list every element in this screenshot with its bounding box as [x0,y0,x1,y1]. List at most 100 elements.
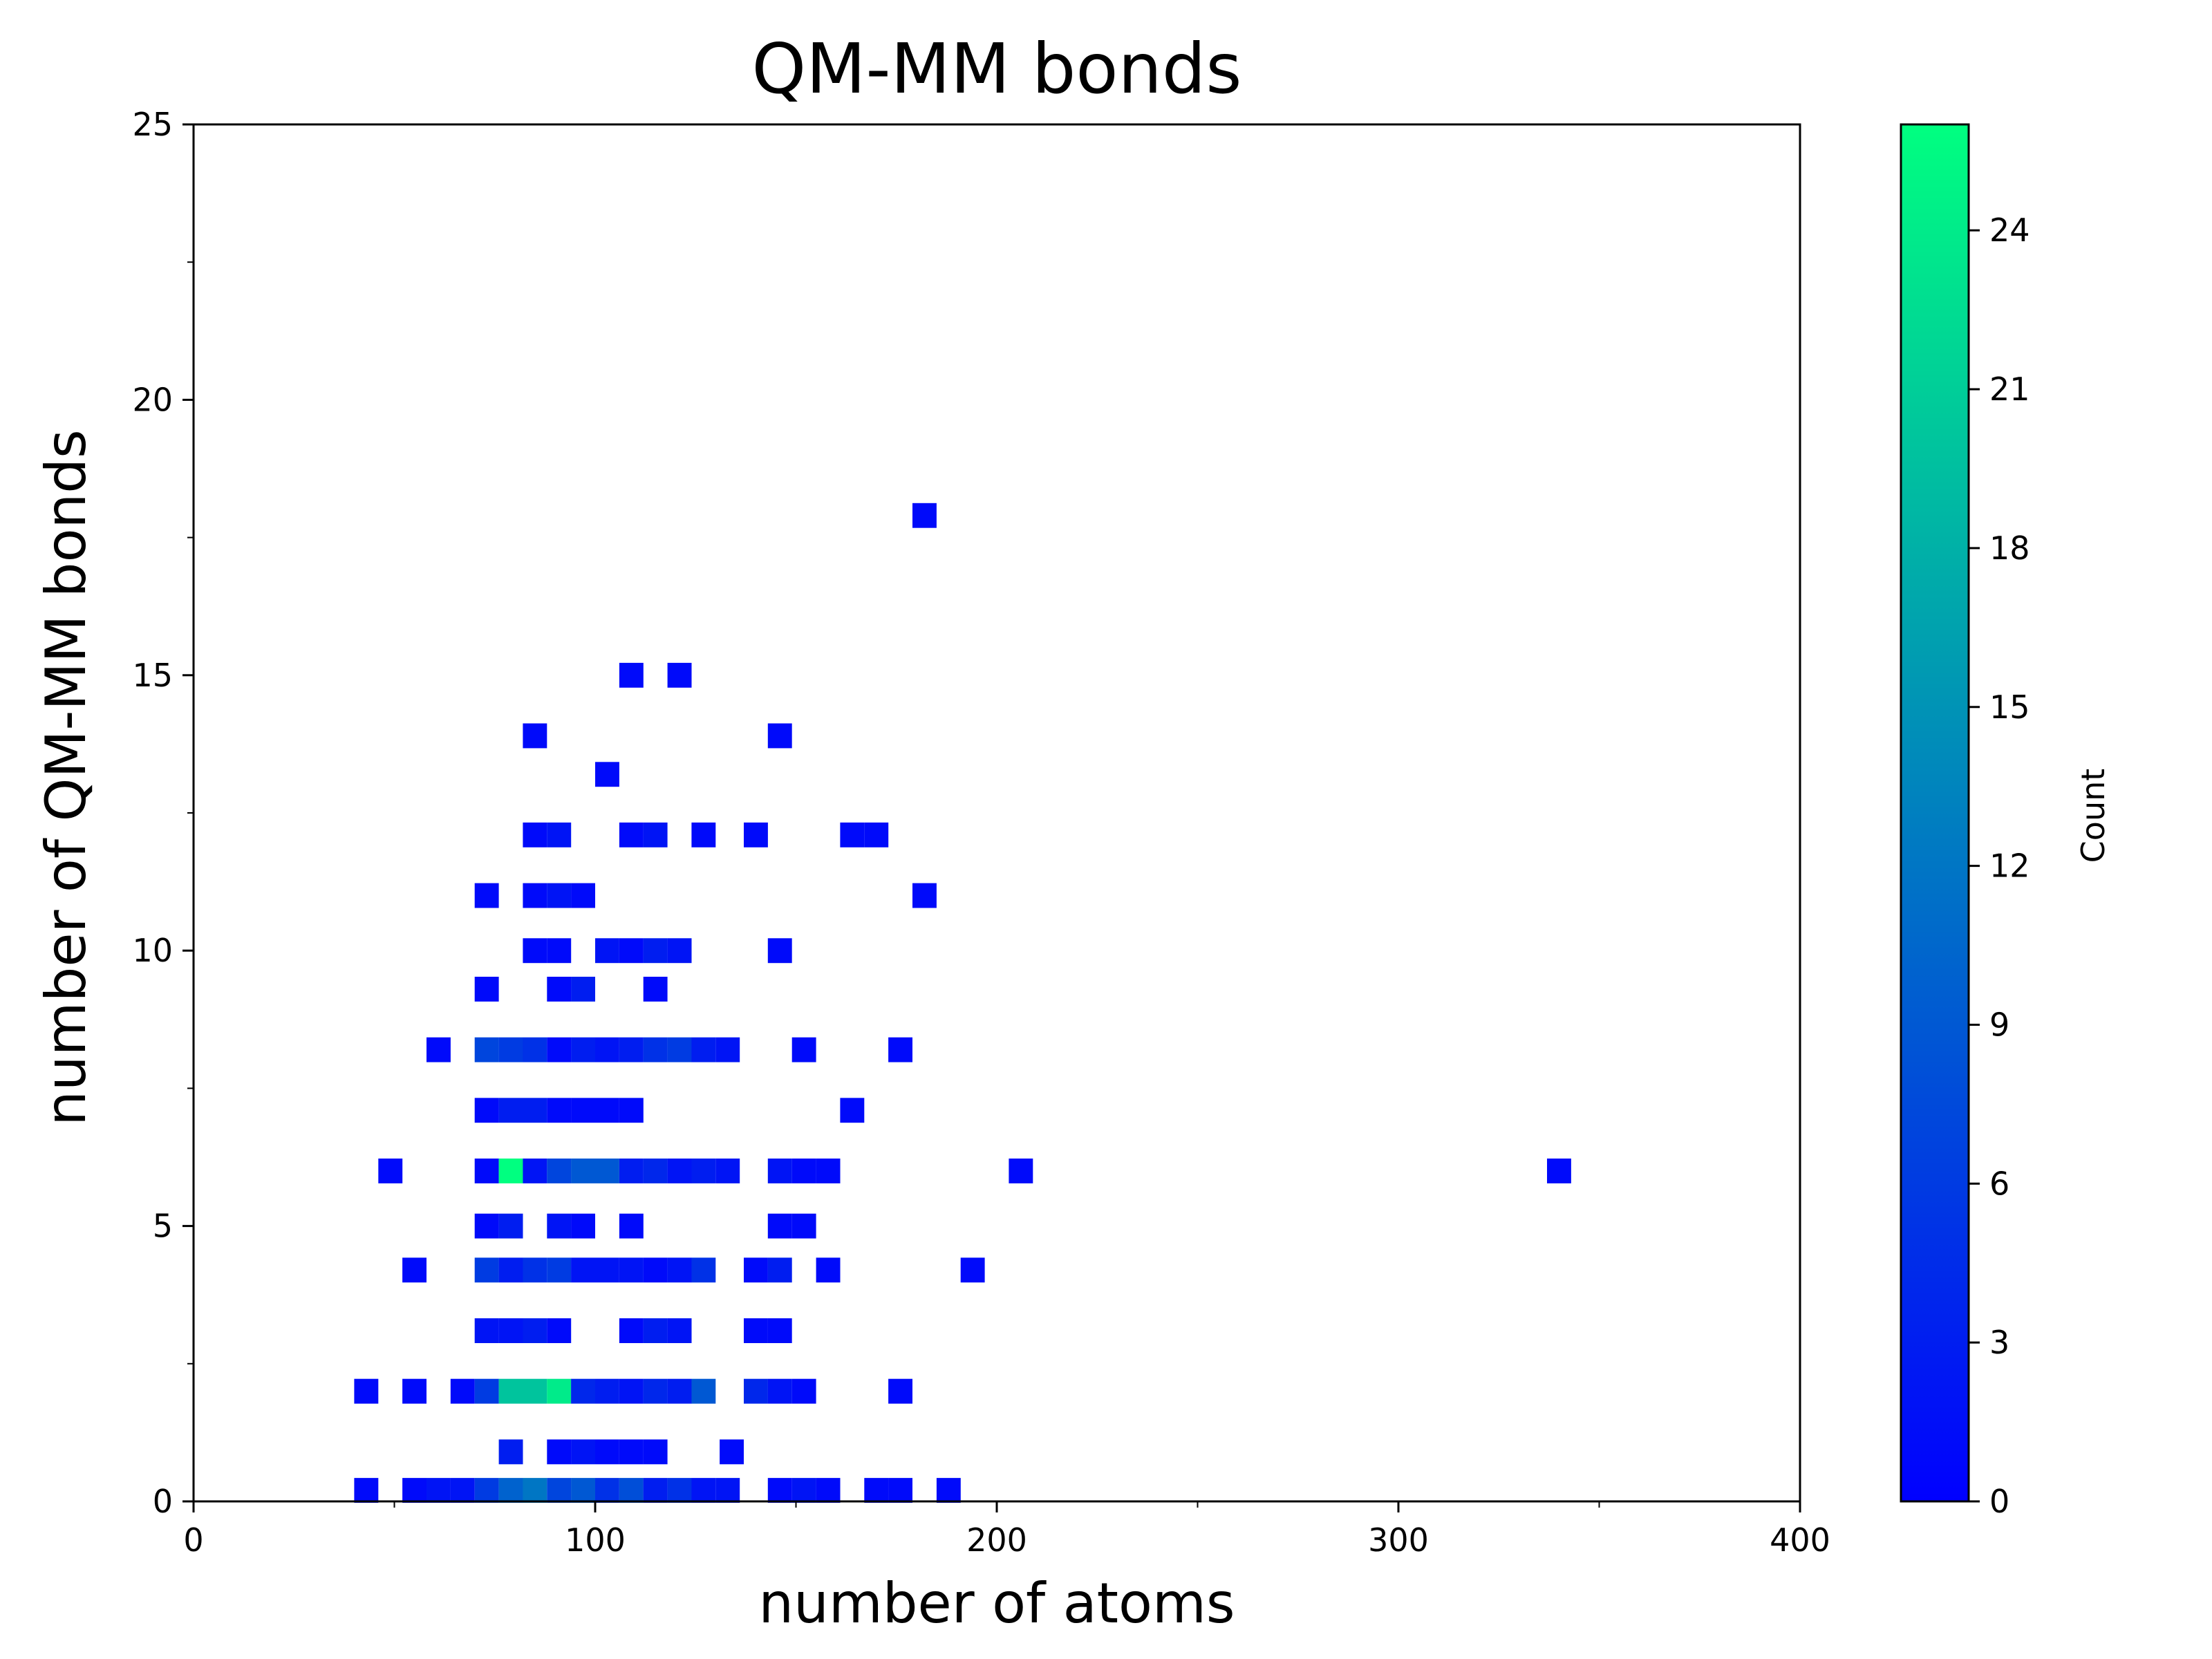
heatmap-cell [523,723,547,749]
heatmap-cell [912,503,937,528]
x-tick-label: 400 [1770,1521,1830,1559]
heatmap-cell [767,1478,792,1503]
heatmap-cell [474,1257,499,1283]
heatmap-cell [767,1213,792,1239]
heatmap-cell [547,977,572,1002]
colorbar-tick-label: 21 [1989,371,2030,408]
heatmap-cell [474,1478,499,1503]
heatmap-cell [498,1037,523,1062]
heatmap-cell [547,1159,572,1183]
heatmap-cell [643,977,668,1002]
heatmap-cell [791,1478,816,1503]
heatmap-cell [744,822,768,847]
heatmap-cell [619,1098,644,1123]
heatmap-cell [888,1378,912,1404]
heatmap-cell [619,1478,644,1503]
heatmap-cell [474,1378,499,1404]
heatmap-cell [474,1037,499,1062]
heatmap-cell [744,1318,768,1343]
heatmap-cell [595,1159,619,1183]
heatmap-cell [547,938,572,964]
heatmap-cell [523,883,547,908]
heatmap-cell [474,1159,499,1183]
heatmap-cell [523,1159,547,1183]
heatmap-cell [691,1037,716,1062]
heatmap-cell [523,1318,547,1343]
y-tick-label: 15 [132,657,173,694]
heatmap-cell [450,1478,475,1503]
heatmap-cell [427,1037,451,1062]
heatmap-cell [547,883,572,908]
heatmap-cell [595,1098,619,1123]
heatmap-cell [523,1257,547,1283]
heatmap-cell [547,1213,572,1239]
heatmap-cell [667,1318,692,1343]
heatmap-cell [643,822,668,847]
heatmap-cell [619,1159,644,1183]
heatmap-cell [474,1318,499,1343]
heatmap-cell [571,1439,595,1465]
colorbar-tick-label: 18 [1989,529,2030,567]
heatmap-cell [498,1159,523,1183]
heatmap-cell [840,1098,865,1123]
heatmap-cell [498,1318,523,1343]
heatmap-cell [450,1378,475,1404]
colorbar-tick-label: 15 [1989,688,2030,726]
heatmap-cell [619,1213,644,1239]
heatmap-cell [523,1478,547,1503]
heatmap-cell [912,883,937,908]
heatmap-cell [547,1378,572,1404]
y-tick-label: 5 [153,1208,173,1245]
heatmap-cell [523,1037,547,1062]
heatmap-cell [667,1378,692,1404]
heatmap-cell [571,1257,595,1283]
heatmap-cell [474,1213,499,1239]
heatmap-cell [767,1318,792,1343]
heatmap-cell [619,1257,644,1283]
colorbar: 0 3 6 9 12 15 18 21 24 [1900,123,2030,1520]
heatmap-cell [767,723,792,749]
heatmap-cells [354,503,1571,1503]
heatmap-cell [595,938,619,964]
heatmap-cell [864,822,889,847]
heatmap-cell [402,1257,427,1283]
heatmap-cell [547,1037,572,1062]
heatmap-cell [667,1037,692,1062]
heatmap-cell [715,1159,740,1183]
y-tick-label: 10 [132,932,173,969]
heatmap-cell [1009,1159,1033,1183]
heatmap-cell [571,1159,595,1183]
plot-frame [192,123,1801,1503]
heatmap-cell [840,822,865,847]
heatmap-cell [571,977,595,1002]
heatmap-cell [354,1478,379,1503]
heatmap-cell [667,1478,692,1503]
heatmap-cell [888,1478,912,1503]
heatmap-cell [791,1213,816,1239]
heatmap-cell [791,1037,816,1062]
heatmap-cell [595,1439,619,1465]
heatmap-cell [1547,1159,1571,1183]
heatmap-cell [523,1378,547,1404]
heatmap-cell [498,1213,523,1239]
heatmap-cell [816,1257,841,1283]
heatmap-cell [643,1478,668,1503]
x-tick-label: 300 [1368,1521,1429,1559]
x-tick-label: 0 [183,1521,203,1559]
colorbar-tick-label: 24 [1989,212,2030,249]
heatmap-cell [691,1257,716,1283]
heatmap-cell [791,1378,816,1404]
heatmap-cell [571,1213,595,1239]
heatmap-cell [523,938,547,964]
colorbar-tick-label: 3 [1989,1324,2009,1361]
heatmap-cell [571,1098,595,1123]
colorbar-tick-label: 9 [1989,1006,2009,1043]
heatmap-cell [643,938,668,964]
heatmap-cell [547,1318,572,1343]
heatmap-cell [402,1378,427,1404]
heatmap-cell [595,1378,619,1404]
heatmap-cell [619,1318,644,1343]
heatmap-cell [643,1037,668,1062]
heatmap-cell [643,1439,668,1465]
